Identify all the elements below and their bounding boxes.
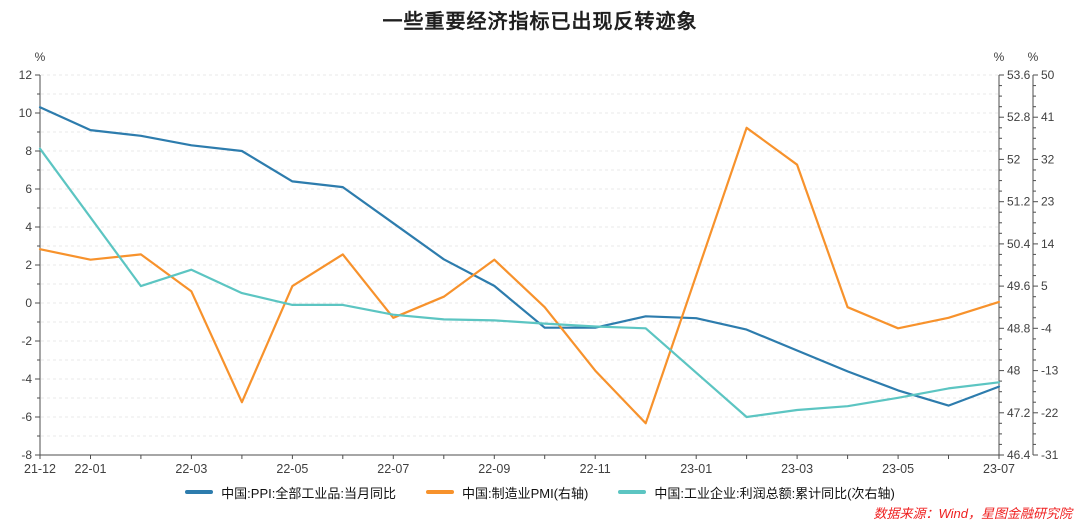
left-tick-label: 6 (25, 182, 32, 196)
right2-axis-unit: % (1028, 50, 1039, 64)
x-tick-label: 23-01 (680, 462, 712, 476)
x-tick-label: 23-03 (781, 462, 813, 476)
right1-tick-label: 46.4 (1007, 448, 1031, 462)
legend-label-ppi: 中国:PPI:全部工业品:当月同比 (221, 485, 396, 501)
left-tick-label: -6 (21, 410, 32, 424)
right1-tick-label: 48 (1007, 364, 1021, 378)
x-tick-label: 22-11 (580, 462, 611, 476)
right2-tick-label: 41 (1041, 110, 1055, 124)
chart-title: 一些重要经济指标已出现反转迹象 (382, 11, 698, 33)
right2-tick-label: 50 (1041, 68, 1055, 82)
right1-tick-label: 49.6 (1007, 279, 1031, 293)
left-tick-label: 10 (19, 106, 33, 120)
right1-tick-label: 52.8 (1007, 110, 1031, 124)
left-tick-label: -2 (21, 334, 32, 348)
left-tick-label: 0 (25, 296, 32, 310)
left-axis-unit: % (35, 50, 46, 64)
right2-tick-label: 14 (1041, 237, 1055, 251)
legend-label-profit: 中国:工业企业:利润总额:累计同比(次右轴) (654, 485, 895, 501)
right2-tick-label: 23 (1041, 195, 1055, 209)
right1-axis-unit: % (994, 50, 1005, 64)
legend-item-profit: 中国:工业企业:利润总额:累计同比(次右轴) (618, 483, 895, 502)
x-tick-label: 22-03 (175, 462, 207, 476)
pmi-line-swatch (425, 490, 454, 494)
right2-tick-label: -31 (1041, 448, 1059, 462)
x-tick-label: 22-05 (276, 462, 308, 476)
right1-tick-label: 50.4 (1007, 237, 1031, 251)
right2-tick-label: -4 (1041, 321, 1052, 335)
pmi-line (38, 126, 1001, 425)
left-tick-label: 4 (25, 220, 32, 234)
right2-tick-label: 32 (1041, 152, 1055, 166)
profit-line (38, 147, 1001, 419)
x-tick-label: 22-09 (478, 462, 510, 476)
legend-item-ppi: 中国:PPI:全部工业品:当月同比 (185, 483, 396, 502)
legend-item-pmi: 中国:制造业PMI(右轴) (425, 483, 589, 502)
right2-tick-label: 5 (1041, 279, 1048, 293)
left-tick-label: 8 (25, 144, 32, 158)
right2-tick-label: -22 (1041, 406, 1059, 420)
x-tick-label: 23-05 (882, 462, 914, 476)
legend-label-pmi: 中国:制造业PMI(右轴) (461, 485, 589, 501)
right1-tick-label: 48.8 (1007, 321, 1031, 335)
left-tick-label: -8 (21, 448, 32, 462)
right1-tick-label: 51.2 (1007, 195, 1031, 209)
left-tick-label: 12 (19, 68, 33, 82)
x-tick-label: 21-12 (24, 462, 56, 476)
ppi-line-swatch (185, 490, 214, 494)
left-tick-label: 2 (25, 258, 32, 272)
right1-tick-label: 52 (1007, 152, 1021, 166)
left-tick-label: -4 (21, 372, 32, 386)
ppi-line (38, 106, 1001, 407)
right2-tick-label: -13 (1041, 364, 1059, 378)
x-tick-label: 23-07 (983, 462, 1015, 476)
x-tick-label: 22-01 (75, 462, 107, 476)
right1-tick-label: 47.2 (1007, 406, 1031, 420)
profit-line-swatch (618, 490, 647, 494)
x-tick-label: 22-07 (377, 462, 409, 476)
legend: 中国:PPI:全部工业品:当月同比 中国:制造业PMI(右轴) 中国:工业企业:… (0, 483, 1080, 502)
right1-tick-label: 53.6 (1007, 68, 1031, 82)
source-note: 数据来源：Wind，星图金融研究院 (873, 506, 1072, 521)
